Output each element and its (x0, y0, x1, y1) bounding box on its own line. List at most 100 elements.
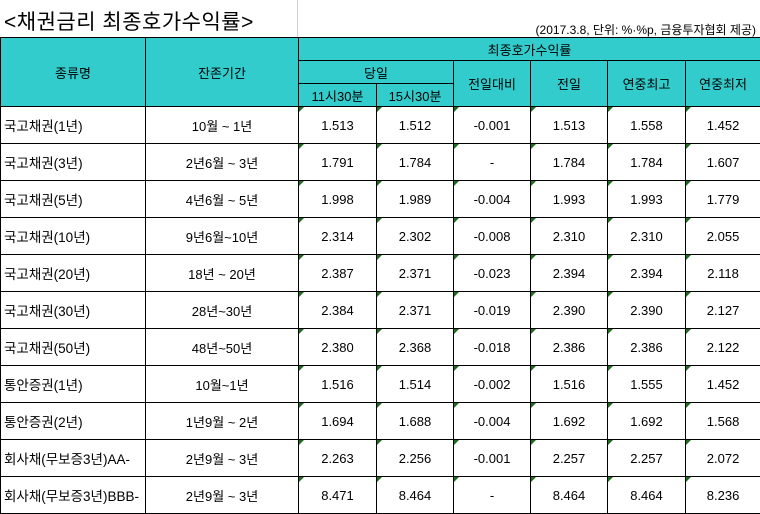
cell-change[interactable]: -0.004 (453, 180, 531, 218)
header-change: 전일대비 (453, 60, 531, 107)
cell-maturity[interactable]: 18년 ~ 20년 (145, 254, 299, 292)
cell-low[interactable]: 1.452 (684, 365, 760, 403)
cell-name[interactable]: 회사채(무보증3년)AA- (0, 439, 146, 477)
cell-change[interactable]: - (453, 143, 531, 181)
cell-prev[interactable]: 1.513 (530, 106, 608, 144)
cell-t1530[interactable]: 2.302 (376, 217, 454, 255)
cell-low[interactable]: 2.055 (684, 217, 760, 255)
cell-low[interactable]: 2.127 (684, 291, 760, 329)
table-row: 통안증권(1년) 10월~1년 1.516 1.514 -0.002 1.516 1.555… (0, 365, 760, 403)
cell-maturity[interactable]: 4년6월 ~ 5년 (145, 180, 299, 218)
cell-change[interactable]: -0.001 (453, 439, 531, 477)
cell-name[interactable]: 국고채권(5년) (0, 180, 146, 218)
cell-low[interactable]: 8.236 (684, 476, 760, 514)
table-row: 국고채권(10년) 9년6월~10년 2.314 2.302 -0.008 2.310 2.… (0, 217, 760, 255)
cell-t1530[interactable]: 1.512 (376, 106, 454, 144)
cell-low[interactable]: 1.607 (684, 143, 760, 181)
cell-t1130[interactable]: 2.314 (298, 217, 377, 255)
cell-maturity[interactable]: 2년9월 ~ 3년 (145, 476, 299, 514)
cell-prev[interactable]: 2.386 (530, 328, 608, 366)
cell-t1530[interactable]: 2.368 (376, 328, 454, 366)
cell-low[interactable]: 2.118 (684, 254, 760, 292)
cell-maturity[interactable]: 28년~30년 (145, 291, 299, 329)
cell-low[interactable]: 2.072 (684, 439, 760, 477)
cell-t1530[interactable]: 2.371 (376, 291, 454, 329)
cell-high[interactable]: 2.386 (607, 328, 686, 366)
cell-t1130[interactable]: 2.387 (298, 254, 377, 292)
cell-low[interactable]: 2.122 (684, 328, 760, 366)
cell-t1130[interactable]: 1.516 (298, 365, 377, 403)
header-prev: 전일 (530, 60, 608, 107)
cell-high[interactable]: 1.784 (607, 143, 686, 181)
cell-t1130[interactable]: 2.263 (298, 439, 377, 477)
cell-prev[interactable]: 2.310 (530, 217, 608, 255)
cell-t1530[interactable]: 2.371 (376, 254, 454, 292)
cell-low[interactable]: 1.779 (684, 180, 760, 218)
cell-name[interactable]: 통안증권(1년) (0, 365, 146, 403)
cell-t1530[interactable]: 1.989 (376, 180, 454, 218)
cell-high[interactable]: 1.692 (607, 402, 686, 440)
cell-change[interactable]: -0.018 (453, 328, 531, 366)
cell-low[interactable]: 1.568 (684, 402, 760, 440)
cell-prev[interactable]: 2.394 (530, 254, 608, 292)
cell-t1130[interactable]: 2.384 (298, 291, 377, 329)
cell-t1130[interactable]: 2.380 (298, 328, 377, 366)
cell-maturity[interactable]: 10월 ~ 1년 (145, 106, 299, 144)
cell-name[interactable]: 국고채권(1년) (0, 106, 146, 144)
cell-prev[interactable]: 1.692 (530, 402, 608, 440)
cell-change[interactable]: -0.004 (453, 402, 531, 440)
cell-change[interactable]: -0.001 (453, 106, 531, 144)
cell-maturity[interactable]: 1년9월 ~ 2년 (145, 402, 299, 440)
cell-name[interactable]: 국고채권(20년) (0, 254, 146, 292)
cell-name[interactable]: 국고채권(30년) (0, 291, 146, 329)
cell-high[interactable]: 1.558 (607, 106, 686, 144)
cell-t1530[interactable]: 1.688 (376, 402, 454, 440)
header-1130: 11시30분 (298, 83, 377, 107)
cell-t1130[interactable]: 8.471 (298, 476, 377, 514)
cell-maturity[interactable]: 9년6월~10년 (145, 217, 299, 255)
cell-prev[interactable]: 8.464 (530, 476, 608, 514)
cell-t1530[interactable]: 1.514 (376, 365, 454, 403)
title-row: <채권금리 최종호가수익률> (2017.3.8, 단위: %·%p, 금융투자… (0, 0, 760, 38)
cell-high[interactable]: 1.555 (607, 365, 686, 403)
header-1530: 15시30분 (376, 83, 454, 107)
sheet-title: <채권금리 최종호가수익률> (4, 11, 254, 34)
cell-maturity[interactable]: 10월~1년 (145, 365, 299, 403)
cell-change[interactable]: - (453, 476, 531, 514)
cell-t1530[interactable]: 2.256 (376, 439, 454, 477)
cell-t1130[interactable]: 1.694 (298, 402, 377, 440)
cell-name[interactable]: 국고채권(3년) (0, 143, 146, 181)
cell-change[interactable]: -0.019 (453, 291, 531, 329)
cell-high[interactable]: 8.464 (607, 476, 686, 514)
cell-change[interactable]: -0.023 (453, 254, 531, 292)
cell-t1130[interactable]: 1.513 (298, 106, 377, 144)
cell-change[interactable]: -0.008 (453, 217, 531, 255)
cell-name[interactable]: 회사채(무보증3년)BBB- (0, 476, 146, 514)
cell-prev[interactable]: 2.257 (530, 439, 608, 477)
cell-high[interactable]: 2.390 (607, 291, 686, 329)
cell-high[interactable]: 2.394 (607, 254, 686, 292)
cell-maturity[interactable]: 48년~50년 (145, 328, 299, 366)
cell-high[interactable]: 2.310 (607, 217, 686, 255)
header-maturity: 잔존기간 (145, 37, 299, 107)
cell-prev[interactable]: 1.516 (530, 365, 608, 403)
cell-maturity[interactable]: 2년9월 ~ 3년 (145, 439, 299, 477)
cell-t1530[interactable]: 8.464 (376, 476, 454, 514)
cell-prev[interactable]: 1.784 (530, 143, 608, 181)
cell-maturity[interactable]: 2년6월 ~ 3년 (145, 143, 299, 181)
cell-name[interactable]: 통안증권(2년) (0, 402, 146, 440)
cell-prev[interactable]: 1.993 (530, 180, 608, 218)
cell-name[interactable]: 국고채권(10년) (0, 217, 146, 255)
cell-change[interactable]: -0.002 (453, 365, 531, 403)
cell-t1530[interactable]: 1.784 (376, 143, 454, 181)
cell-low[interactable]: 1.452 (684, 106, 760, 144)
cell-prev[interactable]: 2.390 (530, 291, 608, 329)
cell-high[interactable]: 2.257 (607, 439, 686, 477)
cell-t1130[interactable]: 1.791 (298, 143, 377, 181)
cell-t1130[interactable]: 1.998 (298, 180, 377, 218)
table-row: 국고채권(3년) 2년6월 ~ 3년 1.791 1.784-1.784 1.784 1.… (0, 143, 760, 181)
cell-high[interactable]: 1.993 (607, 180, 686, 218)
cell-name[interactable]: 국고채권(50년) (0, 328, 146, 366)
table-row: 국고채권(50년) 48년~50년 2.380 2.368 -0.018 2.386 2.3… (0, 328, 760, 366)
